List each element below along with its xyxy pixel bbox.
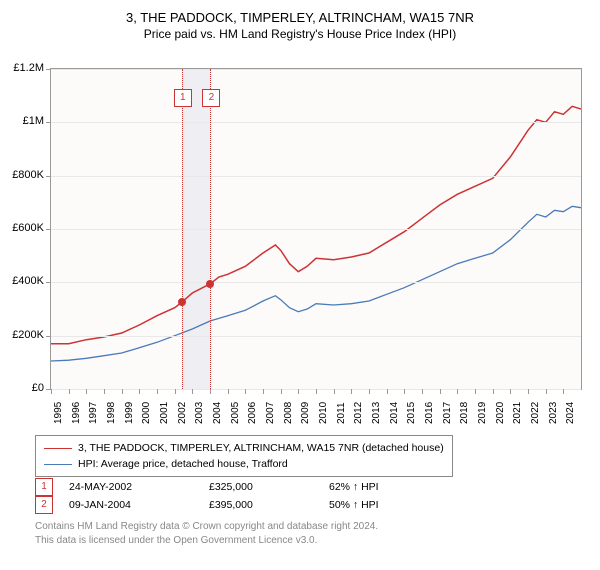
- x-tick-label: 2020: [495, 402, 506, 424]
- x-tick-label: 2023: [548, 402, 559, 424]
- x-tick-label: 2019: [477, 402, 488, 424]
- x-tick-label: 2001: [159, 402, 170, 424]
- sales-hpi-1: 62% ↑ HPI: [329, 481, 429, 493]
- gridline: [51, 229, 581, 230]
- x-tick-label: 2007: [265, 402, 276, 424]
- x-tick-label: 2008: [283, 402, 294, 424]
- footer-line-2: This data is licensed under the Open Gov…: [35, 534, 378, 548]
- footer-line-1: Contains HM Land Registry data © Crown c…: [35, 520, 378, 534]
- gridline: [51, 282, 581, 283]
- legend-item-property: 3, THE PADDOCK, TIMPERLEY, ALTRINCHAM, W…: [44, 440, 444, 456]
- sales-date-1: 24-MAY-2002: [69, 481, 209, 493]
- x-tick-label: 2017: [442, 402, 453, 424]
- x-tick-label: 2024: [565, 402, 576, 424]
- y-tick-label: £0: [32, 382, 44, 394]
- sales-row-2: 2 09-JAN-2004 £395,000 50% ↑ HPI: [35, 496, 429, 514]
- x-tick-label: 2003: [194, 402, 205, 424]
- x-tick-label: 2022: [530, 402, 541, 424]
- x-tick-label: 2002: [177, 402, 188, 424]
- y-tick-label: £600K: [12, 222, 44, 234]
- x-tick-label: 2015: [406, 402, 417, 424]
- marker-flag: 1: [174, 89, 192, 107]
- sales-row-1: 1 24-MAY-2002 £325,000 62% ↑ HPI: [35, 478, 429, 496]
- legend-label-hpi: HPI: Average price, detached house, Traf…: [78, 458, 288, 470]
- sales-flag-2: 2: [35, 496, 53, 514]
- series-property: [51, 106, 581, 343]
- chart-subtitle: Price paid vs. HM Land Registry's House …: [0, 27, 600, 41]
- sale-point: [206, 280, 214, 288]
- legend-item-hpi: HPI: Average price, detached house, Traf…: [44, 456, 444, 472]
- x-tick-label: 2014: [389, 402, 400, 424]
- x-tick-label: 2004: [212, 402, 223, 424]
- marker-flag: 2: [202, 89, 220, 107]
- footer-attribution: Contains HM Land Registry data © Crown c…: [35, 520, 378, 548]
- x-tick-label: 2010: [318, 402, 329, 424]
- x-tick-label: 2013: [371, 402, 382, 424]
- x-tick-label: 2009: [300, 402, 311, 424]
- x-tick-label: 2000: [141, 402, 152, 424]
- x-tick-label: 2012: [353, 402, 364, 424]
- y-tick-label: £800K: [12, 169, 44, 181]
- legend-swatch-property: [44, 448, 72, 449]
- gridline: [51, 122, 581, 123]
- x-tick-label: 2018: [459, 402, 470, 424]
- x-tick-label: 2016: [424, 402, 435, 424]
- sales-hpi-2: 50% ↑ HPI: [329, 499, 429, 511]
- sales-price-2: £395,000: [209, 499, 329, 511]
- gridline: [51, 336, 581, 337]
- y-tick-label: £1M: [23, 115, 44, 127]
- x-tick-label: 2006: [247, 402, 258, 424]
- plot-area: 12: [50, 68, 582, 390]
- x-tick-label: 2005: [230, 402, 241, 424]
- y-tick-label: £1.2M: [13, 62, 44, 74]
- sales-price-1: £325,000: [209, 481, 329, 493]
- x-tick-label: 2021: [512, 402, 523, 424]
- y-axis: £0£200K£400K£600K£800K£1M£1.2M: [0, 68, 48, 388]
- y-tick-label: £200K: [12, 329, 44, 341]
- sales-date-2: 09-JAN-2004: [69, 499, 209, 511]
- legend-swatch-hpi: [44, 464, 72, 465]
- sale-point: [178, 298, 186, 306]
- x-tick-label: 1997: [88, 402, 99, 424]
- x-tick-label: 1995: [53, 402, 64, 424]
- marker-line: [210, 69, 211, 389]
- chart-title: 3, THE PADDOCK, TIMPERLEY, ALTRINCHAM, W…: [0, 10, 600, 25]
- legend: 3, THE PADDOCK, TIMPERLEY, ALTRINCHAM, W…: [35, 435, 453, 477]
- x-tick-label: 1999: [124, 402, 135, 424]
- x-tick-label: 2011: [336, 402, 347, 424]
- sales-flag-1: 1: [35, 478, 53, 496]
- marker-line: [182, 69, 183, 389]
- x-tick-label: 1996: [71, 402, 82, 424]
- x-tick-label: 1998: [106, 402, 117, 424]
- chart-container: 3, THE PADDOCK, TIMPERLEY, ALTRINCHAM, W…: [0, 10, 600, 570]
- gridline: [51, 69, 581, 70]
- y-tick-label: £400K: [12, 275, 44, 287]
- legend-label-property: 3, THE PADDOCK, TIMPERLEY, ALTRINCHAM, W…: [78, 442, 444, 454]
- sales-table: 1 24-MAY-2002 £325,000 62% ↑ HPI 2 09-JA…: [35, 478, 429, 514]
- gridline: [51, 176, 581, 177]
